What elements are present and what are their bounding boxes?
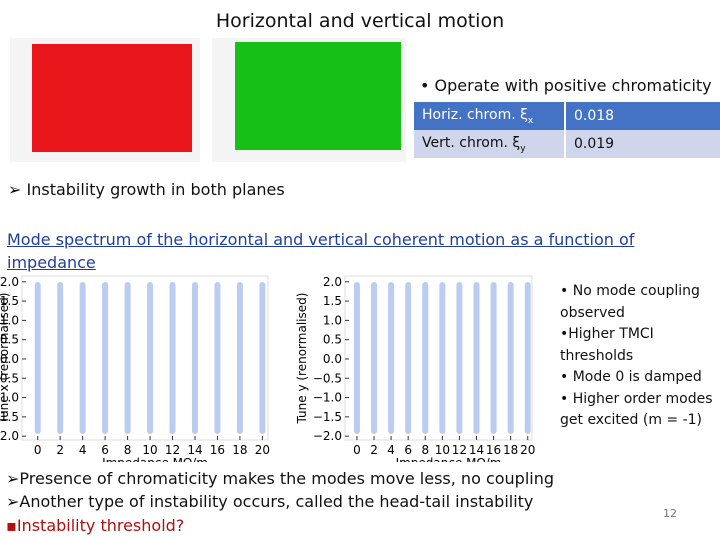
- y-tick-label: −1.5: [0, 410, 19, 424]
- mode-streak: [473, 282, 480, 434]
- y-tick-label: 1.5: [0, 294, 19, 308]
- x-tick-label: 20: [255, 443, 270, 457]
- note: • Higher order modes get excited (m = -1…: [560, 390, 713, 429]
- text: Operate with positive chromaticity: [434, 76, 712, 95]
- bullet-text: ➢Presence of chromaticity makes the mode…: [6, 469, 555, 488]
- mode-streak: [79, 282, 86, 434]
- x-tick-label: 12: [165, 443, 180, 457]
- mode-streak: [259, 282, 266, 434]
- x-tick-label: 2: [370, 443, 378, 457]
- mode-streak: [405, 282, 412, 434]
- mode-streak: [439, 282, 446, 434]
- cell: 0.019: [574, 136, 615, 152]
- bullet-text: ▪Instability threshold?: [6, 516, 185, 535]
- cell: 0.018: [574, 108, 615, 124]
- y-tick-label: 0.5: [0, 333, 19, 347]
- note: •Higher TMCI thresholds: [560, 326, 654, 364]
- x-tick-label: 16: [210, 443, 225, 457]
- mode-streak: [490, 282, 497, 434]
- x-tick-label: 0: [353, 443, 361, 457]
- x-tick-label: 14: [187, 443, 202, 457]
- x-tick-label: 8: [124, 443, 132, 457]
- y-tick-label: −2.0: [313, 429, 342, 443]
- top-plots: [10, 38, 406, 162]
- notes: • No mode coupling observed •Higher TMCI…: [560, 281, 720, 432]
- x-tick-label: 20: [520, 443, 535, 457]
- x-tick-label: 0: [34, 443, 42, 457]
- y-tick-label: 2.0: [0, 275, 19, 289]
- x-tick-label: 14: [469, 443, 484, 457]
- page-number: 12: [663, 507, 677, 520]
- cell: Horiz. chrom. ξx: [414, 102, 566, 130]
- mode-streak: [456, 282, 463, 434]
- y-tick-label: 1.5: [323, 294, 342, 308]
- y-tick-label: −1.0: [313, 391, 342, 405]
- note: • Mode 0 is damped: [560, 369, 702, 385]
- signal-area: [235, 42, 401, 150]
- x-tick-label: 16: [486, 443, 501, 457]
- x-tick-label: 18: [503, 443, 518, 457]
- x-tick-label: 10: [435, 443, 450, 457]
- x-tick-label: 6: [404, 443, 412, 457]
- x-tick-label: 4: [387, 443, 395, 457]
- chroma-table: Horiz. chrom. ξx 0.018 Vert. chrom. ξy 0.0…: [414, 102, 720, 158]
- y-tick-label: 0.0: [323, 352, 342, 366]
- x-tick-label: 18: [232, 443, 247, 457]
- signal-area: [32, 44, 192, 152]
- y-axis-label: Tune y (renormalised): [295, 293, 309, 425]
- x-tick-label: 8: [421, 443, 429, 457]
- mode-streak: [422, 282, 429, 434]
- mode-streak: [236, 282, 243, 434]
- cell: Vert. chrom. ξy: [414, 130, 566, 158]
- mode-streak: [388, 282, 395, 434]
- bullet-text: ➢Another type of instability occurs, cal…: [6, 492, 534, 511]
- x-tick-label: 12: [452, 443, 467, 457]
- y-tick-label: −0.5: [0, 371, 19, 385]
- mode-streak: [353, 282, 360, 434]
- y-axis-label: Tune x (renormalised): [0, 293, 11, 425]
- mode-plots: 024681012141618202.01.51.00.50.0−0.5−1.0…: [0, 275, 535, 462]
- y-tick-label: 2.0: [323, 275, 342, 289]
- mode-streak: [524, 282, 531, 434]
- plot-area: [344, 275, 533, 441]
- mode-streak: [57, 282, 64, 434]
- y-tick-label: 1.0: [323, 313, 342, 327]
- mode-streak: [102, 282, 109, 434]
- y-tick-label: −2.0: [0, 429, 19, 443]
- x-tick-label: 2: [56, 443, 64, 457]
- x-tick-label: 6: [101, 443, 109, 457]
- y-tick-label: −1.0: [0, 391, 19, 405]
- bullet-text: ➢ Instability growth in both planes: [8, 180, 285, 199]
- mode-streak: [169, 282, 176, 434]
- mode-streak: [214, 282, 221, 434]
- link-text[interactable]: Mode spectrum of the horizontal and vert…: [7, 230, 635, 272]
- title: Horizontal and vertical motion: [215, 10, 505, 32]
- x-tick-label: 4: [79, 443, 87, 457]
- mode-streak: [191, 282, 198, 434]
- x-tick-label: 10: [142, 443, 157, 457]
- y-tick-label: 0.5: [323, 333, 342, 347]
- bullet-text: • Operate with positive chromaticity: [420, 76, 712, 95]
- mode-streak: [147, 282, 154, 434]
- y-tick-label: −1.5: [313, 410, 342, 424]
- x-axis-label: Impedance MΩ/m: [102, 456, 208, 462]
- mode-streak: [507, 282, 514, 434]
- mode-streak: [124, 282, 131, 434]
- y-tick-label: −0.5: [313, 371, 342, 385]
- y-tick-label: 0.0: [0, 352, 19, 366]
- y-tick-label: 1.0: [0, 313, 19, 327]
- mode-streak: [34, 282, 41, 434]
- mode-streak: [371, 282, 378, 434]
- x-axis-label: Impedance MΩ/m: [396, 456, 502, 462]
- note: • No mode coupling observed: [560, 283, 700, 321]
- plot-area: [21, 275, 269, 441]
